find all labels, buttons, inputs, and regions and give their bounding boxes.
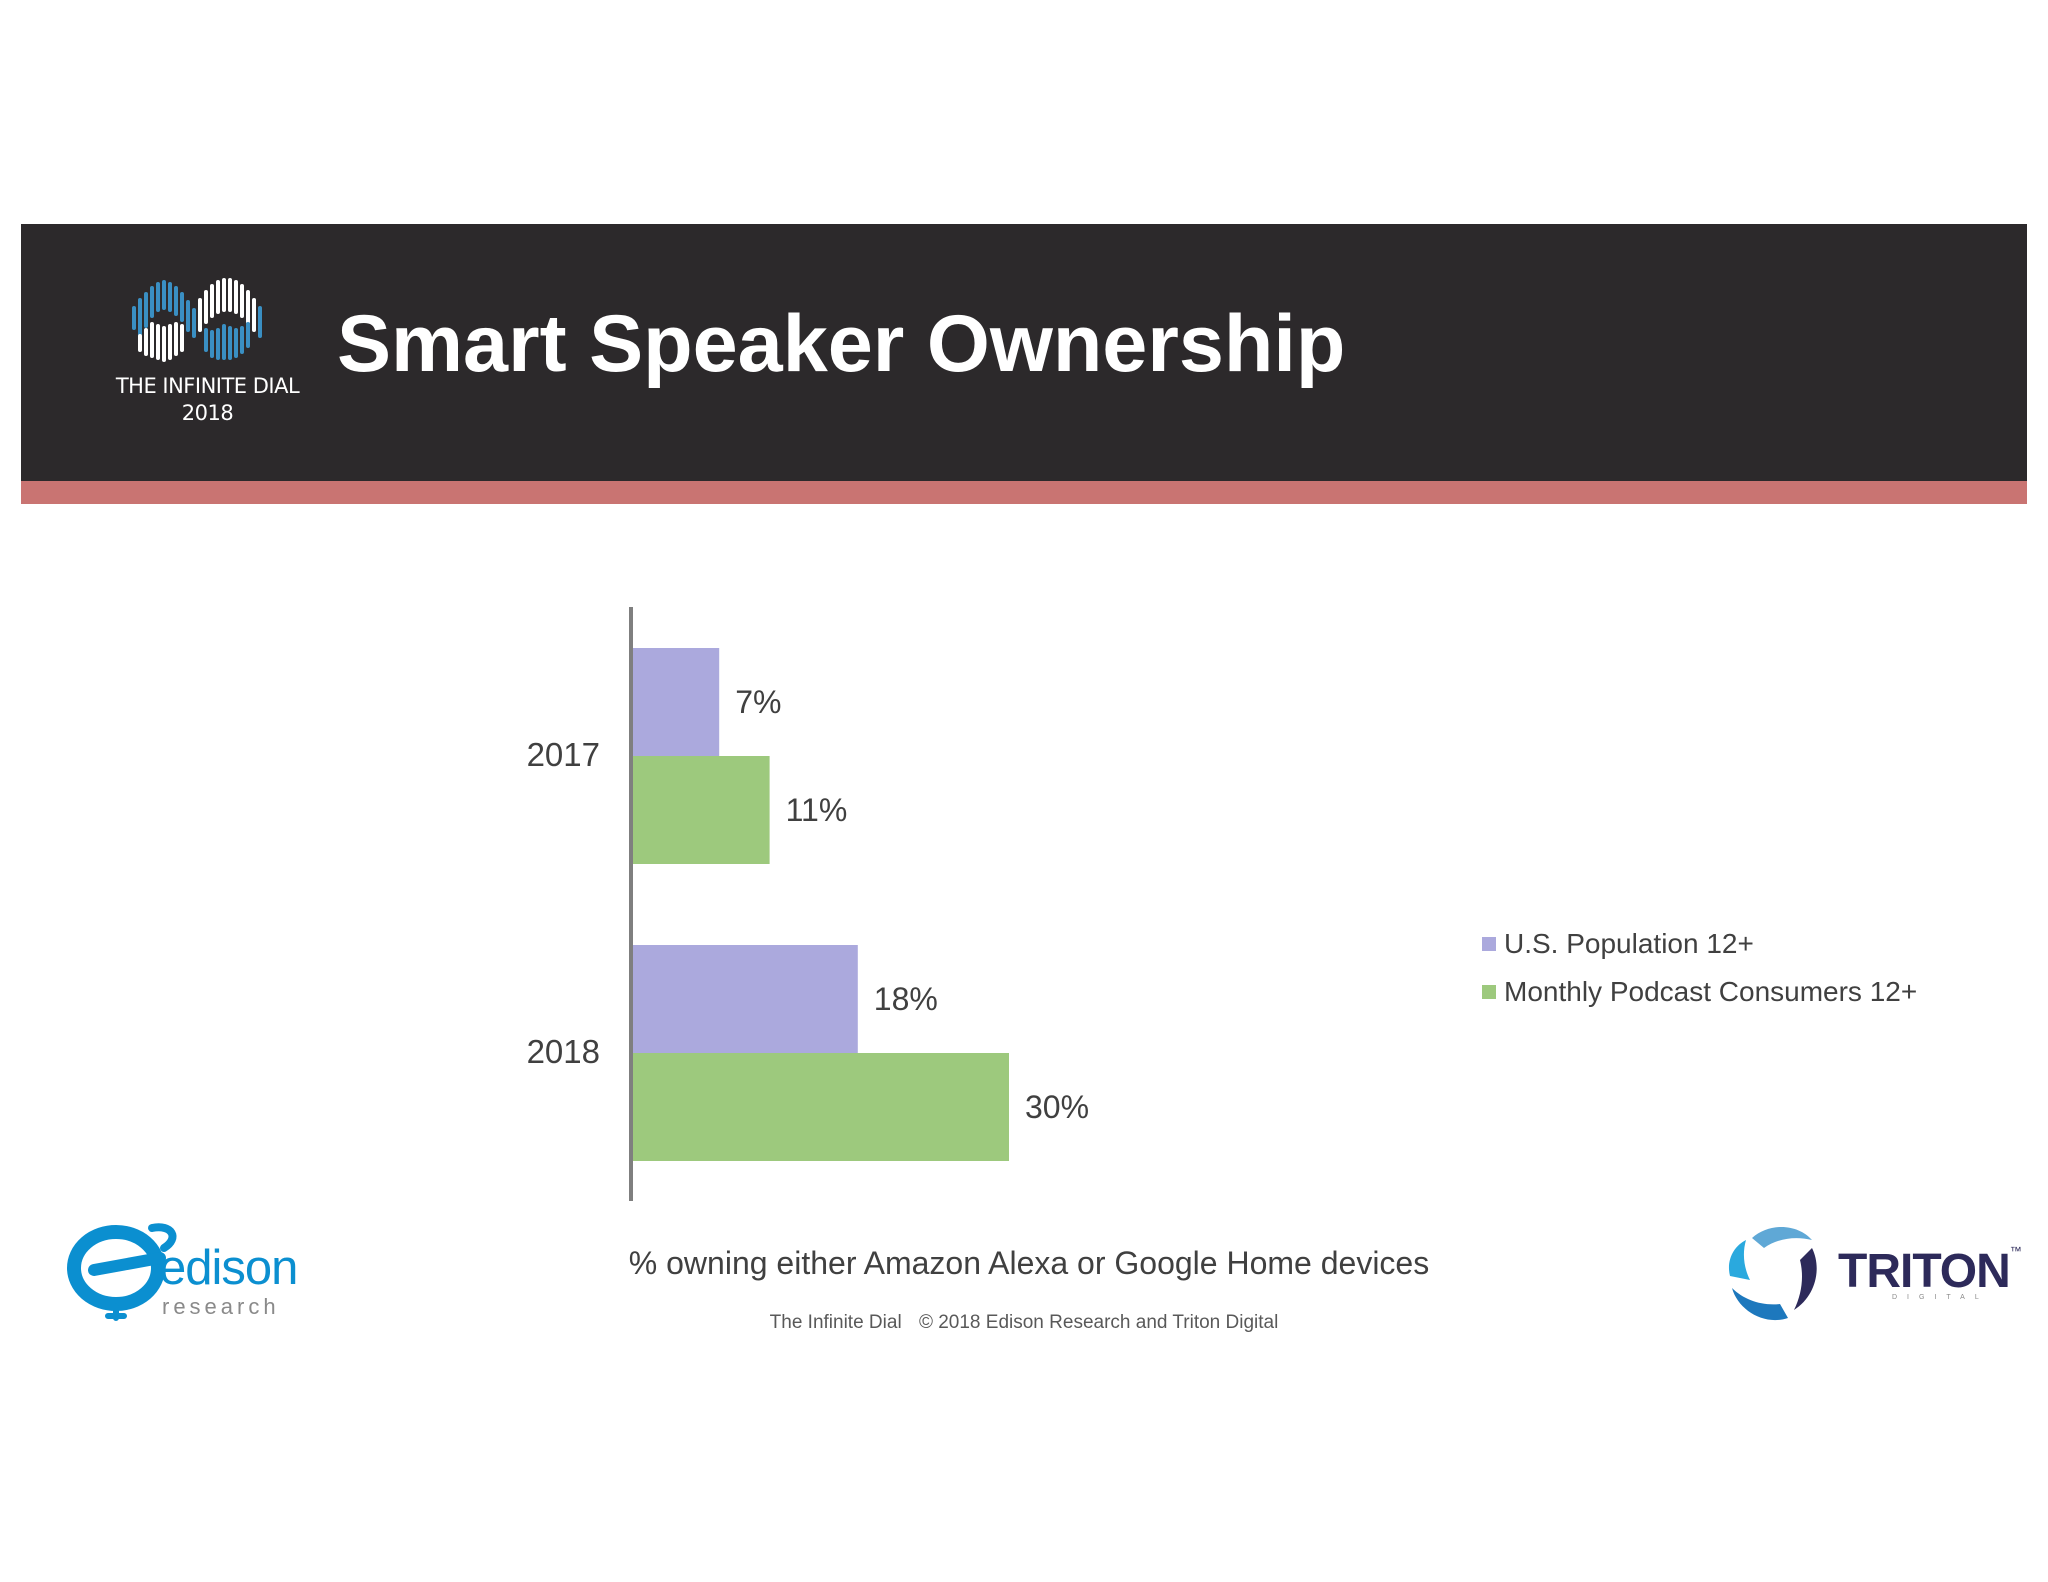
data-label-2018-series0: 18% xyxy=(874,981,938,1017)
category-label-2017: 2017 xyxy=(527,736,600,773)
bar-2018-series0 xyxy=(631,945,858,1053)
triton-mark-icon xyxy=(1728,1226,1817,1321)
bar-2017-series1 xyxy=(631,756,770,864)
legend-item-us: U.S. Population 12+ xyxy=(1482,920,1917,968)
logo-line1: THE INFINITE DIAL xyxy=(115,374,300,398)
legend-label-podcast: Monthly Podcast Consumers 12+ xyxy=(1504,976,1918,1007)
legend-item-podcast: Monthly Podcast Consumers 12+ xyxy=(1482,968,1917,1016)
chart-legend: U.S. Population 12+ Monthly Podcast Cons… xyxy=(1482,920,1917,1016)
edison-subtext: research xyxy=(162,1294,280,1319)
footer: The Infinite Dial © 2018 Edison Research… xyxy=(0,1312,2048,1334)
header-bar xyxy=(21,224,2027,481)
data-label-2017-series1: 11% xyxy=(786,792,848,828)
legend-swatch-us xyxy=(1482,937,1496,951)
header-stripe xyxy=(21,481,2027,504)
page-title: Smart Speaker Ownership xyxy=(337,299,1346,389)
edison-bulb-icon xyxy=(67,1223,177,1321)
logo-line2: 2018 xyxy=(181,401,234,425)
infinity-waveform-icon xyxy=(132,278,262,362)
data-label-2017-series0: 7% xyxy=(735,684,781,720)
triton-tm: ™ xyxy=(2009,1244,2022,1258)
legend-label-us: U.S. Population 12+ xyxy=(1504,928,1754,959)
chart-caption: % owning either Amazon Alexa or Google H… xyxy=(628,1245,1430,1281)
legend-swatch-podcast xyxy=(1482,985,1496,999)
bar-2017-series0 xyxy=(631,648,720,756)
infinite-dial-logo: THE INFINITE DIAL 2018 xyxy=(100,270,315,430)
triton-subtext: DIGITAL xyxy=(1892,1294,1989,1301)
triton-logo: TRITON™ DIGITAL xyxy=(1720,1218,2022,1328)
triton-wordmark: TRITON™ xyxy=(1838,1244,2022,1298)
category-label-2018: 2018 xyxy=(527,1033,600,1070)
edison-logo: edison research xyxy=(64,1218,314,1328)
footer-left: The Infinite Dial xyxy=(769,1312,902,1333)
bar-2018-series1 xyxy=(631,1053,1009,1161)
data-label-2018-series1: 30% xyxy=(1025,1089,1089,1125)
footer-right: © 2018 Edison Research and Triton Digita… xyxy=(918,1312,1279,1333)
edison-wordmark: edison xyxy=(159,1241,298,1295)
